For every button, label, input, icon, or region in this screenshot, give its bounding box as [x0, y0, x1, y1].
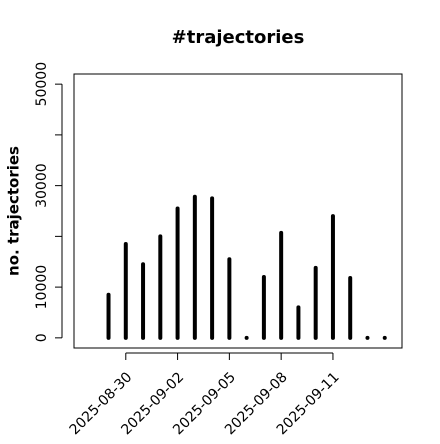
chart-title: #trajectories [172, 27, 305, 48]
y-axis-label: no. trajectories [5, 146, 23, 276]
y-tick-label: 50000 [34, 62, 50, 107]
y-tick-label: 30000 [34, 163, 50, 208]
plot-box [73, 73, 403, 349]
y-tick-label: 10000 [34, 265, 50, 310]
y-tick-label: 0 [34, 333, 50, 342]
